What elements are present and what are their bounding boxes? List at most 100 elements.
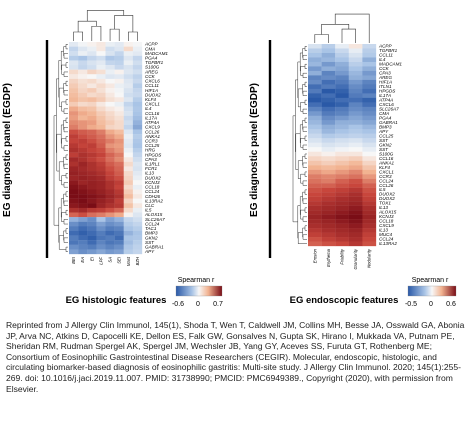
right-cell <box>362 79 377 85</box>
right-cell <box>335 201 349 206</box>
left-row-label: SST <box>145 240 155 245</box>
right-cell <box>308 232 322 238</box>
left-cell <box>114 230 124 236</box>
left-cell <box>114 65 124 70</box>
left-cell <box>69 194 79 199</box>
left-cell <box>96 180 106 186</box>
left-cell <box>123 74 134 80</box>
right-cell <box>335 52 349 58</box>
left-cell <box>87 74 97 80</box>
right-cell <box>362 205 377 211</box>
right-cell <box>348 232 363 238</box>
left-cell <box>69 230 79 236</box>
right-y-axis-label: EG diagnostic panel (EGDP) <box>249 83 260 217</box>
right-column-label: Erythema <box>326 248 331 267</box>
left-cell <box>132 42 143 47</box>
left-cell <box>87 175 97 181</box>
left-cell <box>114 129 124 135</box>
left-cell <box>78 42 88 47</box>
left-cell <box>123 226 134 232</box>
left-cell <box>132 69 143 75</box>
right-cell <box>321 44 336 49</box>
left-cell <box>78 111 88 116</box>
right-cell <box>362 151 377 157</box>
right-cell <box>321 237 336 242</box>
right-row-label: ATP4A <box>378 97 393 102</box>
right-row-dendrogram-branch <box>302 198 307 204</box>
left-cell <box>105 134 115 139</box>
left-row-label: CCR3 <box>145 138 158 143</box>
left-cell <box>105 244 115 250</box>
left-cell <box>123 134 134 139</box>
right-row-label: ALOX15 <box>378 210 397 215</box>
right-row-label: APY <box>378 129 389 134</box>
left-cell <box>69 143 79 149</box>
left-cell <box>87 69 97 75</box>
left-cell <box>105 157 115 162</box>
right-cell <box>348 138 363 143</box>
left-cell <box>87 124 97 130</box>
left-cell <box>96 46 106 52</box>
left-cell <box>123 152 134 158</box>
left-cell <box>123 203 134 209</box>
left-row-dendrogram-branch <box>63 200 68 206</box>
right-row-label: S100G <box>379 151 394 156</box>
left-cell <box>132 143 143 149</box>
right-cell <box>321 201 336 206</box>
right-row-label: CXCL1 <box>379 169 394 174</box>
right-row-label: ACPP <box>378 44 392 49</box>
left-row-label: CCL24 <box>145 189 160 194</box>
left-cell <box>132 120 143 126</box>
right-cell <box>348 178 363 184</box>
left-cell <box>87 106 97 112</box>
left-cell <box>78 92 88 98</box>
right-cell <box>362 196 377 202</box>
left-dendrogram-branch <box>128 31 138 41</box>
left-cell <box>105 74 115 80</box>
left-cell <box>78 106 88 112</box>
right-cell <box>335 232 349 238</box>
left-row-dendrogram-branch <box>65 117 68 123</box>
right-cell <box>335 93 349 99</box>
right-cell <box>362 241 377 247</box>
left-cell <box>114 46 124 52</box>
left-cell <box>114 212 124 218</box>
left-cell <box>96 240 106 245</box>
left-cell <box>87 55 97 61</box>
left-cell <box>132 157 143 162</box>
right-cell <box>348 79 363 85</box>
right-cell <box>335 111 349 116</box>
left-cell <box>132 97 143 103</box>
left-cell <box>105 148 115 153</box>
right-cell <box>308 205 322 211</box>
left-cell <box>105 171 115 176</box>
left-cell <box>114 194 124 199</box>
left-cell <box>87 148 97 153</box>
left-dendrogram-branch <box>109 28 120 41</box>
left-cell <box>87 101 97 107</box>
right-cell <box>335 205 349 211</box>
right-row-label: CCL24 <box>379 178 394 183</box>
left-cell <box>69 124 79 130</box>
left-cell <box>105 115 115 121</box>
right-cell <box>362 169 377 175</box>
right-cell <box>308 138 322 143</box>
left-cell <box>69 212 79 218</box>
right-row-label: PGA4 <box>379 115 392 120</box>
right-cell <box>321 106 336 112</box>
left-cell <box>132 198 143 204</box>
right-row-dendrogram-branch <box>302 234 307 240</box>
right-cell <box>348 169 363 175</box>
right-cell <box>308 115 322 121</box>
right-cell <box>308 133 322 139</box>
left-cell <box>78 230 88 236</box>
left-cell <box>114 138 124 144</box>
left-cell <box>105 46 115 52</box>
left-cell <box>78 60 88 66</box>
left-cell <box>132 46 143 52</box>
left-cell <box>132 249 143 255</box>
left-cell <box>78 180 88 186</box>
right-cell <box>308 111 322 116</box>
left-cell <box>96 111 106 116</box>
left-cell <box>87 60 97 66</box>
